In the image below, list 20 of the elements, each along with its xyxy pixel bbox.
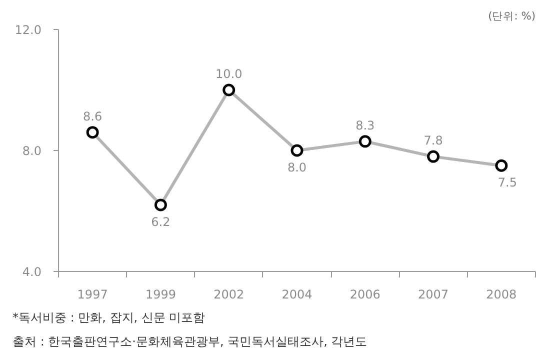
x-tick-label: 2004 (282, 288, 312, 302)
data-label: 6.2 (151, 214, 170, 229)
x-tick-label: 2007 (418, 288, 449, 302)
x-tick-label: 2008 (486, 288, 517, 302)
source-note: 출처 : 한국출판연구소·문화체육관광부, 국민독서실태조사, 각년도 (12, 334, 368, 348)
y-tick-label: 8.0 (22, 144, 42, 158)
data-label: 7.8 (424, 134, 443, 148)
x-tick-label: 1999 (145, 288, 176, 302)
y-tick-label: 12.0 (14, 23, 42, 37)
x-tick-label: 2006 (350, 288, 380, 302)
y-tick-label: 4.0 (22, 265, 42, 279)
data-label: 8.6 (83, 109, 102, 124)
data-label: 7.5 (498, 176, 517, 190)
text: *독서비중 : 만화, 잡지, 신문 미포함 (12, 310, 206, 324)
data-label: 10.0 (216, 67, 242, 81)
x-tick-label: 1997 (77, 288, 108, 302)
x-tick-label: 2002 (214, 288, 244, 302)
data-label: 8.0 (287, 160, 307, 174)
data-label: 8.3 (356, 118, 375, 132)
text: (단위: %) (488, 10, 536, 22)
